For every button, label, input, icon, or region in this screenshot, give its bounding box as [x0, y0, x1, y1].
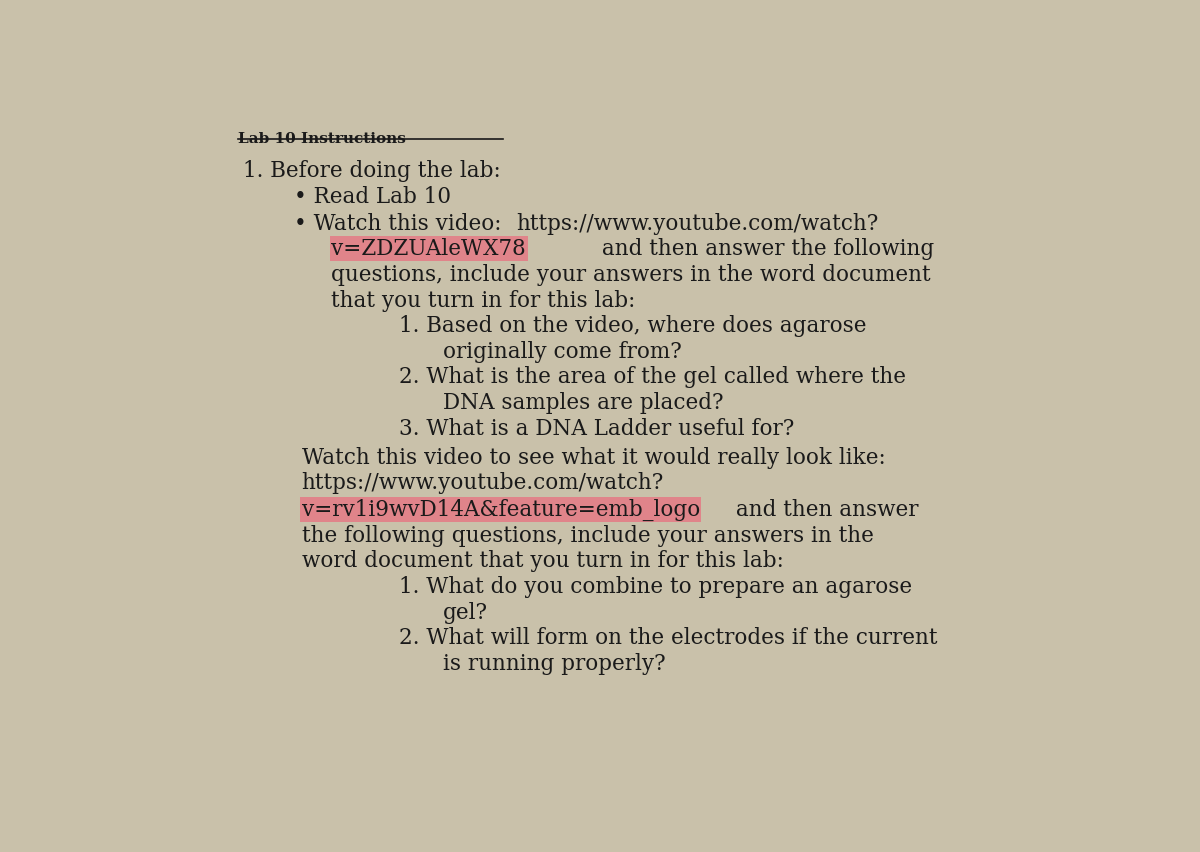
- Text: 1. Based on the video, where does agarose: 1. Based on the video, where does agaros…: [400, 314, 866, 337]
- Text: 1. Before doing the lab:: 1. Before doing the lab:: [242, 160, 500, 182]
- Text: • Read Lab 10: • Read Lab 10: [294, 187, 451, 208]
- Text: v=rv1i9wvD14A&feature=emb_logo: v=rv1i9wvD14A&feature=emb_logo: [301, 498, 700, 521]
- Text: the following questions, include your answers in the: the following questions, include your an…: [301, 524, 874, 546]
- Text: questions, include your answers in the word document: questions, include your answers in the w…: [331, 263, 931, 285]
- Text: gel?: gel?: [443, 601, 488, 623]
- Text: and then answer the following: and then answer the following: [594, 238, 934, 260]
- Text: https://www.youtube.com/watch?: https://www.youtube.com/watch?: [516, 212, 878, 234]
- Text: 2. What will form on the electrodes if the current: 2. What will form on the electrodes if t…: [400, 626, 937, 648]
- Text: 1. What do you combine to prepare an agarose: 1. What do you combine to prepare an aga…: [400, 575, 912, 597]
- Text: https://www.youtube.com/watch?: https://www.youtube.com/watch?: [301, 472, 664, 493]
- Text: v=ZDZUAleWX78: v=ZDZUAleWX78: [331, 238, 526, 260]
- Text: DNA samples are placed?: DNA samples are placed?: [443, 392, 724, 413]
- Text: 2. What is the area of the gel called where the: 2. What is the area of the gel called wh…: [400, 366, 906, 388]
- Text: and then answer: and then answer: [730, 498, 919, 521]
- Text: word document that you turn in for this lab:: word document that you turn in for this …: [301, 550, 784, 572]
- Text: is running properly?: is running properly?: [443, 652, 666, 674]
- Text: • Watch this video:: • Watch this video:: [294, 212, 509, 234]
- Text: originally come from?: originally come from?: [443, 341, 682, 362]
- Text: that you turn in for this lab:: that you turn in for this lab:: [331, 289, 636, 311]
- Text: 3. What is a DNA Ladder useful for?: 3. What is a DNA Ladder useful for?: [400, 417, 794, 439]
- Text: Lab 10 Instructions: Lab 10 Instructions: [239, 132, 407, 146]
- Text: Watch this video to see what it would really look like:: Watch this video to see what it would re…: [301, 446, 886, 468]
